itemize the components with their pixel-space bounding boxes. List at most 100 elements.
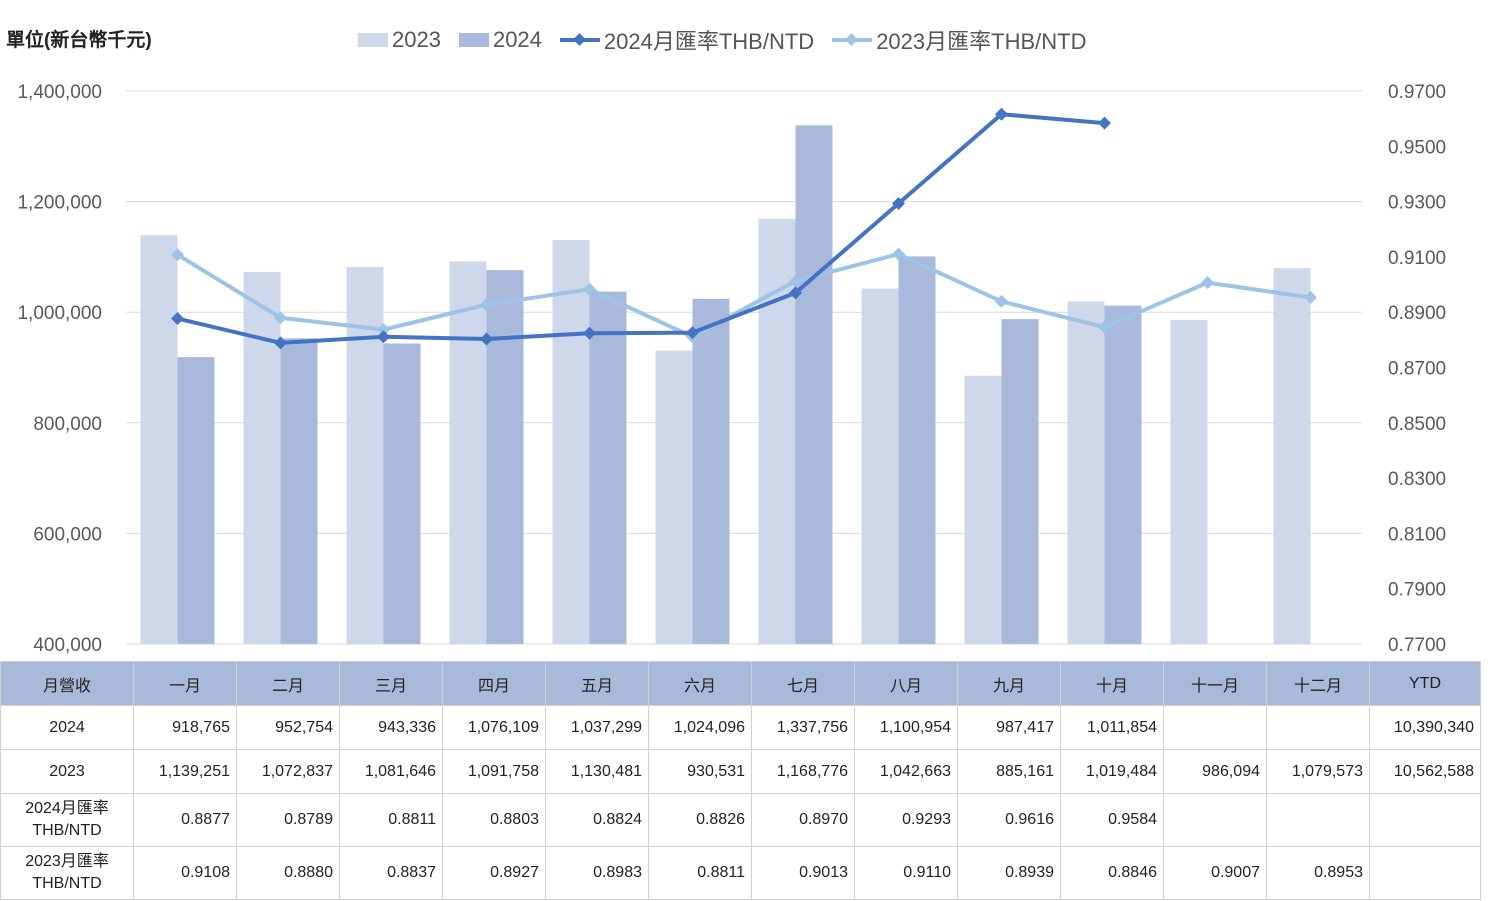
line-point-2023月匯率THB/NTD [892, 247, 905, 261]
unit-label: 單位(新台幣千元) [6, 30, 152, 51]
table-cell: 1,079,573 [1266, 749, 1370, 794]
table-cell: 0.8826 [648, 793, 752, 847]
table-cell: 943,336 [339, 705, 443, 750]
y-right-tick-label: 0.8300 [1388, 469, 1446, 490]
y-left-tick-label: 400,000 [33, 635, 102, 656]
line-point-2024月匯率THB/NTD [171, 312, 184, 326]
table-cell: 0.9616 [957, 793, 1061, 847]
table-row-label: 2024 [0, 705, 134, 750]
line-point-2023月匯率THB/NTD [480, 298, 493, 312]
y-right-tick-label: 0.8700 [1388, 359, 1446, 380]
y-left-tick-label: 1,000,000 [17, 303, 102, 324]
table-header-cell: 六月 [648, 661, 752, 706]
y-right-tick-label: 0.9100 [1388, 248, 1446, 269]
table-header-cell: 十月 [1060, 661, 1164, 706]
table-cell: 0.8927 [442, 846, 546, 900]
y-right-tick-label: 0.9700 [1388, 82, 1446, 103]
table-cell [1163, 793, 1267, 847]
table-cell: 1,130,481 [545, 749, 649, 794]
line-point-2023月匯率THB/NTD [1304, 291, 1317, 305]
bar-2023-一月 [140, 235, 178, 644]
table-row-label: 2023 [0, 749, 134, 794]
table-cell: 0.8939 [957, 846, 1061, 900]
y-right-tick-label: 0.8500 [1388, 414, 1446, 435]
table-cell: 0.9007 [1163, 846, 1267, 900]
table-row: 2023月匯率THB/NTD 0.9108 0.8880 0.8837 0.8927 0.… [0, 846, 1481, 900]
bar-2023-二月 [243, 271, 281, 644]
bar-2023-十月 [1067, 301, 1105, 644]
table-cell: 1,037,299 [545, 705, 649, 750]
line-point-2024月匯率THB/NTD [686, 326, 699, 340]
bar-2024-十月 [1104, 305, 1142, 644]
table-cell: 0.8877 [133, 793, 237, 847]
table-header-cell: YTD [1369, 661, 1481, 706]
line-point-2024月匯率THB/NTD [274, 336, 287, 350]
table-cell: 10,390,340 [1369, 705, 1481, 750]
bar-2023-五月 [552, 240, 590, 644]
legend-label: 2024月匯率THB/NTD [603, 29, 815, 54]
bar-2023-六月 [655, 350, 693, 644]
table-header-cell: 月營收 [0, 661, 134, 706]
legend-item-rate-2024: 2024月匯率THB/NTD [559, 24, 815, 56]
line-point-2023月匯率THB/NTD [377, 323, 390, 337]
table-cell: 0.8880 [236, 846, 340, 900]
bar-2024-二月 [280, 338, 318, 644]
table-header-cell: 七月 [751, 661, 855, 706]
table-cell: 1,100,954 [854, 705, 958, 750]
table-cell: 0.9293 [854, 793, 958, 847]
table-cell [1163, 705, 1267, 750]
table-cell: 1,019,484 [1060, 749, 1164, 794]
line-point-2024月匯率THB/NTD [583, 326, 596, 340]
line-point-2023月匯率THB/NTD [1201, 276, 1214, 290]
table-row-label: 2023月匯率THB/NTD [0, 846, 134, 900]
line-series-2023月匯率THB/NTD [176, 252, 1311, 339]
y-left-tick-label: 800,000 [33, 414, 102, 435]
table-cell: 0.9013 [751, 846, 855, 900]
table-cell: 10,562,588 [1369, 749, 1481, 794]
table-cell: 0.8970 [751, 793, 855, 847]
table-cell: 1,072,837 [236, 749, 340, 794]
table-cell: 1,091,758 [442, 749, 546, 794]
table-cell: 986,094 [1163, 749, 1267, 794]
table-cell: 1,024,096 [648, 705, 752, 750]
legend-swatch-2024 [458, 33, 489, 47]
table-cell [1266, 793, 1370, 847]
table-cell: 885,161 [957, 749, 1061, 794]
table-cell [1266, 705, 1370, 750]
bar-2024-七月 [795, 125, 833, 645]
table-header-cell: 三月 [339, 661, 443, 706]
table-cell: 0.8824 [545, 793, 649, 847]
bar-2024-一月 [177, 357, 215, 644]
table-header-cell: 十一月 [1163, 661, 1267, 706]
table-header-row: 月營收 一月 二月 三月 四月 五月 六月 七月 八月 九月 十月 十一月 十二… [0, 661, 1481, 706]
table-cell: 1,042,663 [854, 749, 958, 794]
y-left-tick-label: 1,400,000 [17, 82, 102, 103]
table-cell: 0.8846 [1060, 846, 1164, 900]
legend-line-swatch-rate-2023 [832, 33, 873, 47]
y-right-tick-label: 0.7900 [1388, 580, 1446, 601]
y-left-tick-label: 1,200,000 [17, 193, 102, 214]
table-cell: 1,168,776 [751, 749, 855, 794]
table-cell: 930,531 [648, 749, 752, 794]
table-cell: 1,081,646 [339, 749, 443, 794]
revenue-table: 月營收 一月 二月 三月 四月 五月 六月 七月 八月 九月 十月 十一月 十二… [0, 661, 1481, 900]
bar-2024-八月 [898, 256, 936, 644]
table-cell: 918,765 [133, 705, 237, 750]
legend-item-2023: 2023 [358, 27, 441, 53]
legend-label: 2023月匯率THB/NTD [876, 29, 1087, 54]
line-point-2024月匯率THB/NTD [480, 332, 493, 346]
table-row: 2024 918,765 952,754 943,336 1,076,109 1,037,… [0, 705, 1481, 750]
bar-2023-八月 [861, 288, 899, 644]
bar-2023-十一月 [1170, 319, 1208, 644]
y-right-tick-label: 0.7700 [1388, 635, 1446, 656]
table-cell: 0.8953 [1266, 846, 1370, 900]
table-cell [1369, 793, 1481, 847]
line-point-2024月匯率THB/NTD [377, 330, 390, 344]
legend-swatch-2023 [358, 33, 388, 47]
table-header-cell: 九月 [957, 661, 1061, 706]
legend-item-2024: 2024 [458, 27, 542, 53]
bar-2023-三月 [346, 267, 384, 644]
line-point-2023月匯率THB/NTD [274, 311, 287, 325]
bar-2024-六月 [692, 298, 730, 644]
bar-2023-九月 [964, 375, 1002, 644]
